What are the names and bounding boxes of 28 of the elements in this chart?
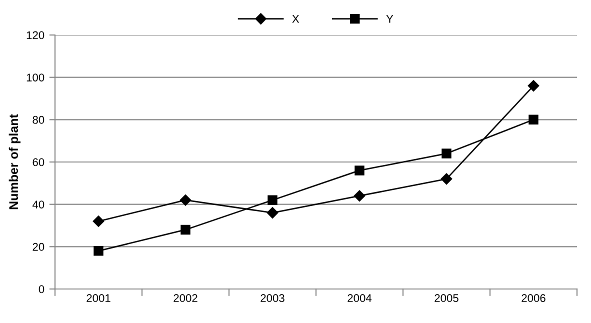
point [528, 80, 540, 92]
point [180, 194, 192, 206]
y-tick-label: 60 [32, 158, 44, 166]
x-tick-label: 2004 [348, 294, 372, 302]
point [92, 216, 104, 227]
point [440, 173, 452, 185]
legend-label: Y [386, 15, 394, 23]
y-tick-label: 120 [26, 31, 44, 40]
point [266, 207, 278, 218]
x-tick-label: 2003 [260, 294, 284, 302]
y-tick-label: 80 [32, 116, 44, 124]
y-tick-label: 0 [38, 285, 44, 294]
x-tick-label: 2006 [522, 294, 546, 302]
point [354, 166, 364, 176]
point [268, 195, 278, 205]
x-tick-label: 2001 [86, 294, 110, 302]
point [442, 148, 452, 158]
point [94, 246, 104, 256]
y-tick-label: 20 [32, 242, 44, 251]
point [180, 224, 190, 235]
y-tick-label: 40 [32, 200, 44, 208]
y-axis-title: Number of plant [8, 114, 20, 210]
x-tick-label: 2005 [434, 294, 458, 302]
y-tick-label: 100 [26, 74, 44, 82]
point [354, 190, 366, 202]
point [528, 114, 538, 125]
x-tick-label: 2002 [174, 294, 198, 302]
legend-label: X [292, 15, 300, 23]
